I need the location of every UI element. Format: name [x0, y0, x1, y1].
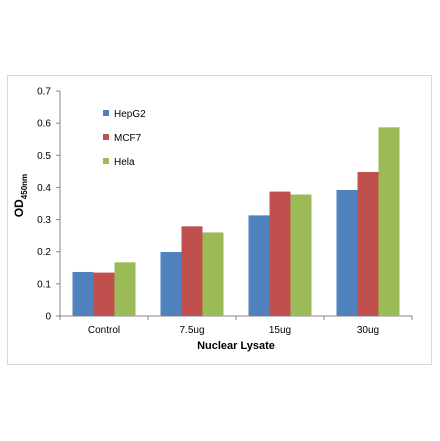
y-axis-title-subscript: 450nm: [20, 174, 29, 199]
bars: [72, 127, 400, 316]
y-tick-label: 0.7: [37, 87, 51, 98]
x-tick-label: 7.5ug: [179, 325, 204, 336]
bar-hela-7.5ug: [202, 232, 224, 316]
bar-mcf7-7.5ug: [181, 226, 203, 316]
bar-hepg2-15ug: [248, 215, 270, 316]
y-tick-label: 0.1: [37, 279, 51, 290]
y-tick-label: 0.4: [37, 183, 51, 194]
legend-swatch: [103, 158, 109, 164]
bar-hela-15ug: [290, 194, 312, 316]
legend-label: Hela: [114, 157, 135, 168]
y-tick-label: 0.6: [37, 119, 51, 130]
bar-hela-30ug: [378, 127, 400, 316]
y-tick-label: 0: [45, 312, 51, 323]
y-tick-label: 0.2: [37, 247, 51, 258]
x-tick-label: Control: [88, 325, 120, 336]
legend-swatch: [103, 134, 109, 140]
legend-swatch: [103, 110, 109, 116]
bar-mcf7-control: [93, 272, 115, 316]
x-axis-title: Nuclear Lysate: [197, 340, 275, 352]
y-axis-title: OD450nm: [12, 174, 29, 217]
y-axis-title-main: OD: [12, 199, 26, 217]
bar-hepg2-control: [72, 271, 94, 316]
x-ticks: Control 7.5ug 15ug 30ug: [59, 316, 413, 336]
bar-hepg2-7.5ug: [160, 252, 182, 316]
y-tick-label: 0.3: [37, 215, 51, 226]
x-tick-label: 15ug: [269, 325, 291, 336]
x-tick-label: 30ug: [357, 325, 379, 336]
bar-hela-control: [114, 262, 136, 316]
legend-label: HepG2: [114, 109, 146, 120]
y-tick-label: 0.5: [37, 151, 51, 162]
legend-label: MCF7: [114, 133, 142, 144]
legend: HepG2 MCF7 Hela: [103, 109, 146, 168]
bar-mcf7-30ug: [357, 172, 379, 316]
y-ticks: 0 0.1 0.2 0.3 0.4 0.5 0.6 0.7: [37, 87, 60, 323]
bar-mcf7-15ug: [269, 191, 291, 316]
bar-hepg2-30ug: [336, 190, 358, 316]
